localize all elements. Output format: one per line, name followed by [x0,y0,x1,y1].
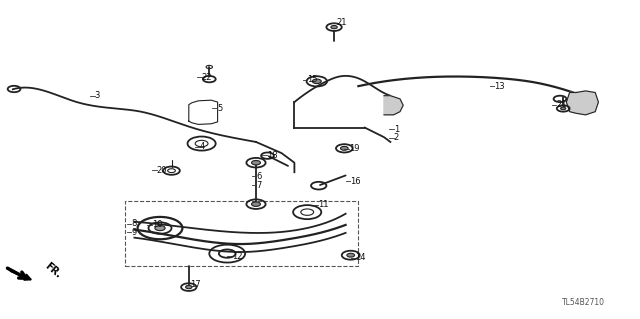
Text: 11: 11 [318,200,328,209]
Circle shape [155,226,165,231]
Text: 16: 16 [350,177,361,186]
Text: 10: 10 [152,220,162,229]
Circle shape [340,146,348,150]
Text: 4: 4 [200,142,205,151]
Text: 2: 2 [394,133,399,142]
Text: 1: 1 [394,125,399,134]
Text: 5: 5 [217,104,222,113]
Circle shape [331,26,337,29]
Polygon shape [384,96,403,115]
Polygon shape [566,91,598,115]
Text: 21: 21 [336,19,346,27]
Text: 22: 22 [202,73,212,82]
Text: 14: 14 [355,253,365,262]
Circle shape [347,253,355,257]
Circle shape [252,160,260,165]
Text: TL54B2710: TL54B2710 [562,298,605,307]
Text: FR.: FR. [43,261,63,280]
Text: 12: 12 [232,252,242,261]
Text: 18: 18 [267,151,278,160]
Text: 13: 13 [494,82,505,91]
Circle shape [252,202,260,206]
Text: 8: 8 [131,219,136,228]
Text: 7: 7 [256,181,261,189]
Text: 6: 6 [256,172,261,181]
Circle shape [561,107,566,110]
Text: 15: 15 [307,75,317,84]
Text: 17: 17 [190,280,201,289]
Text: 19: 19 [349,145,359,153]
Bar [125,201,358,266]
Text: 20: 20 [157,166,167,175]
Text: 3: 3 [95,91,100,100]
Circle shape [312,79,321,84]
Circle shape [186,286,192,289]
Text: 21: 21 [556,100,566,109]
Text: 9: 9 [131,228,136,237]
